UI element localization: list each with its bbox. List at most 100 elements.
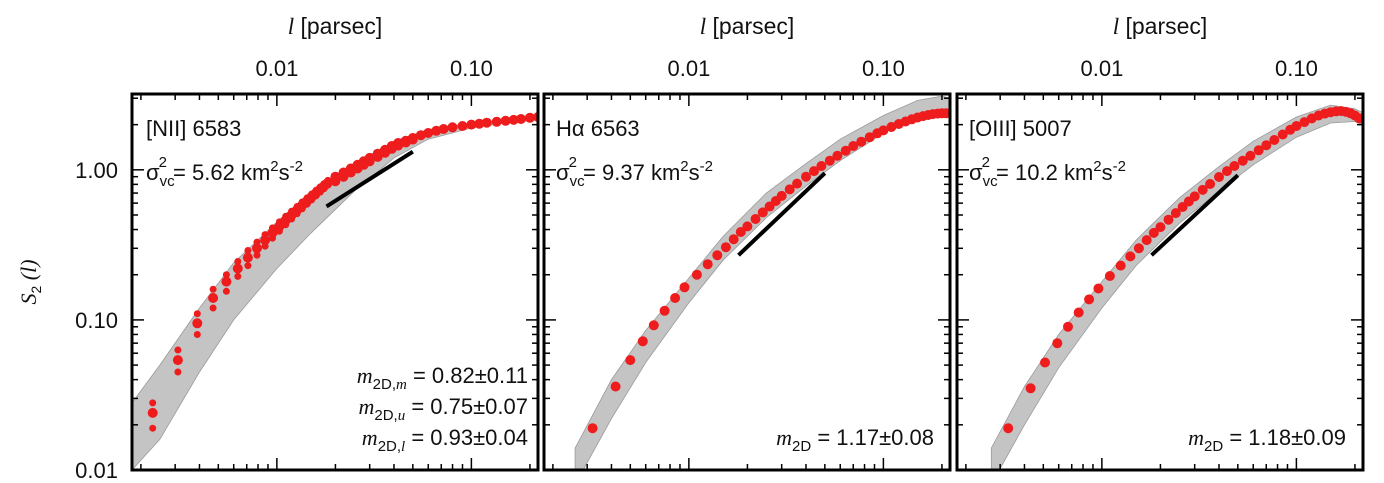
- data-point: [728, 234, 739, 245]
- fit-line: [1150, 173, 1240, 257]
- data-point: [1115, 260, 1126, 271]
- data-point: [659, 305, 670, 316]
- top-axis-label: l [parsec]: [1113, 13, 1208, 39]
- data-point: [1040, 357, 1050, 368]
- data-point: [447, 122, 458, 133]
- data-point: [209, 304, 217, 312]
- data-point: [1093, 283, 1104, 294]
- data-point: [1277, 129, 1288, 140]
- data-point: [234, 258, 242, 265]
- data-point: [1269, 135, 1280, 145]
- top-tick-label: 0.01: [1080, 56, 1123, 81]
- data-point: [423, 128, 434, 138]
- data-point: [648, 320, 659, 331]
- slope-annotation: m2D = 1.18±0.09: [1188, 425, 1346, 455]
- data-point: [1229, 161, 1240, 171]
- data-point: [267, 227, 278, 238]
- data-point: [1155, 222, 1166, 233]
- data-point: [338, 171, 349, 182]
- data-point: [1299, 117, 1310, 128]
- data-point: [610, 381, 621, 392]
- sigma-label: σvc2 = 10.2 km2s-2: [969, 154, 1126, 190]
- data-point: [1170, 208, 1181, 219]
- data-point: [691, 269, 702, 280]
- data-point: [1125, 251, 1136, 262]
- top-tick-label: 0.01: [667, 56, 710, 81]
- data-point: [372, 151, 383, 162]
- panel-nii: l [parsec] 0.01 0.10 [NII] 6583 σvc2 = 5…: [130, 13, 540, 472]
- data-point: [1084, 294, 1095, 305]
- top-axis-label: l [parsec]: [700, 13, 795, 39]
- data-point: [587, 423, 598, 434]
- data-point: [269, 224, 276, 232]
- data-point: [466, 119, 477, 130]
- data-point: [500, 115, 511, 126]
- data-point: [269, 234, 276, 242]
- data-point: [1291, 121, 1302, 131]
- data-point: [208, 293, 219, 303]
- data-point: [192, 318, 203, 329]
- data-point: [260, 235, 271, 246]
- data-point: [457, 121, 468, 131]
- plot-frame: [542, 92, 952, 472]
- data-point: [856, 136, 867, 147]
- data-point: [784, 184, 795, 195]
- data-point: [524, 112, 535, 123]
- data-point: [324, 181, 332, 189]
- data-point: [742, 221, 753, 232]
- data-point: [298, 205, 306, 213]
- data-point: [1133, 243, 1144, 254]
- data-point: [242, 252, 253, 263]
- line-label: [NII] 6583: [146, 116, 241, 141]
- data-point: [757, 207, 768, 218]
- fit-line: [325, 150, 414, 209]
- data-point: [209, 285, 217, 293]
- top-tick-label: 0.01: [255, 56, 298, 81]
- data-point: [1205, 179, 1216, 189]
- data-point: [1261, 140, 1272, 151]
- data-point: [1354, 113, 1363, 124]
- data-point: [864, 132, 875, 143]
- data-point: [293, 210, 301, 218]
- data-point: [222, 271, 230, 279]
- data-point: [848, 141, 859, 151]
- data-point: [234, 272, 242, 280]
- data-point: [702, 259, 713, 270]
- data-point: [193, 331, 201, 338]
- data-point: [261, 242, 269, 250]
- data-point: [1063, 321, 1073, 332]
- data-point: [1222, 166, 1232, 177]
- y-axis-label: S2 (l): [16, 259, 44, 304]
- data-point: [750, 214, 761, 224]
- y-tick-label: 0.01: [75, 458, 118, 483]
- data-point: [832, 150, 843, 161]
- data-point: [1003, 423, 1014, 434]
- data-point: [438, 124, 449, 134]
- data-point: [1245, 150, 1256, 161]
- data-point: [1148, 227, 1159, 238]
- data-point: [172, 355, 183, 366]
- fit-line: [737, 171, 827, 257]
- data-point: [625, 355, 636, 366]
- y-tick-labels: 0.01 0.10 1.00: [75, 158, 118, 483]
- data-point: [303, 200, 311, 208]
- plot-frame: [130, 92, 540, 472]
- sigma-label: σvc2 = 9.37 km2s-2: [556, 154, 713, 190]
- plot-frame: [955, 92, 1365, 472]
- data-point: [252, 243, 262, 254]
- panel-halpha: l [parsec] 0.01 0.10 Hα 6563 σvc2 = 9.37…: [542, 13, 952, 472]
- line-label: Hα 6563: [556, 116, 640, 141]
- data-point: [149, 424, 157, 432]
- data-point: [174, 368, 182, 376]
- data-point: [1163, 214, 1174, 225]
- y-tick-label: 1.00: [75, 158, 118, 183]
- data-point: [364, 156, 375, 167]
- data-point: [149, 399, 157, 407]
- top-tick-label: 0.10: [862, 56, 905, 81]
- data-point: [1025, 383, 1036, 394]
- uncertainty-band: [574, 95, 950, 470]
- data-point: [712, 250, 723, 261]
- data-point: [824, 155, 835, 166]
- data-point: [1141, 235, 1152, 246]
